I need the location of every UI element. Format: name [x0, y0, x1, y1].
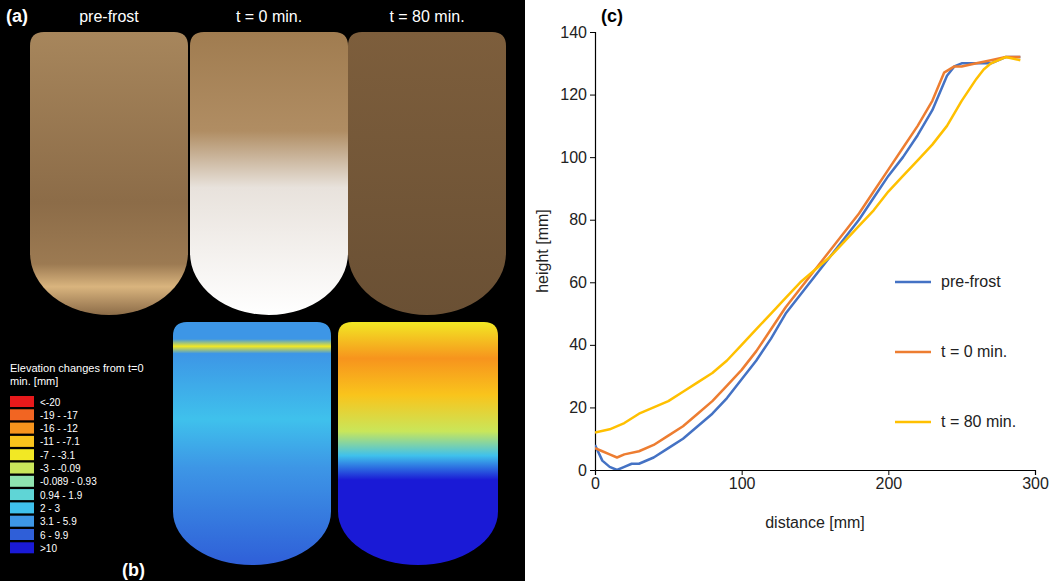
legend-swatch [10, 396, 34, 407]
tick: 40 [569, 336, 595, 353]
legend-swatch [895, 421, 931, 424]
tick: 20 [569, 399, 595, 416]
legend-label: 2 - 3 [40, 503, 60, 514]
axis-line [590, 33, 596, 471]
series-line [595, 57, 1020, 470]
tick-label: 60 [569, 274, 587, 291]
legend-label: t = 0 min. [941, 343, 1007, 360]
axis-title: height [mm] [534, 209, 551, 293]
tick-mark [590, 470, 595, 471]
tick-label: 100 [560, 149, 587, 166]
photo-background [0, 0, 525, 581]
legend-swatch [10, 529, 34, 540]
legend-swatch [10, 489, 34, 500]
legend-swatch [10, 516, 34, 527]
panel-letter: (a) [6, 6, 28, 26]
y-axis: 0 20 40 60 80 100 120 140 [560, 24, 595, 479]
tick-label: 120 [560, 86, 587, 103]
legend-title: Elevation changes from t=0min. [mm] [10, 362, 144, 387]
tick-mark [590, 157, 595, 158]
panel-title: t = 0 min. [236, 8, 302, 25]
series-line [595, 57, 1020, 432]
surface-photo [30, 32, 188, 315]
legend-swatch [895, 351, 931, 354]
tick-label: 100 [729, 475, 756, 492]
plot-lines [595, 57, 1020, 470]
axis-line [596, 471, 1036, 476]
tick-label: 140 [560, 24, 587, 41]
tick: 140 [560, 24, 595, 41]
legend-swatch [10, 449, 34, 460]
legend-label: <-20 [40, 397, 61, 408]
legend-label: -19 - -17 [40, 410, 78, 421]
legend-swatch [10, 476, 34, 487]
tick: 80 [569, 211, 595, 228]
legend-label: t = 80 min. [941, 413, 1016, 430]
tick: 0 [578, 462, 595, 479]
tick-label: 0 [578, 462, 587, 479]
axis-title: distance [mm] [765, 514, 865, 531]
legend-label: -11 - -7.1 [40, 436, 80, 447]
panel-letter: (b) [122, 560, 145, 580]
legend-label: -3 - -0.09 [40, 463, 81, 474]
tick: 120 [560, 86, 595, 103]
surface-photo [348, 32, 506, 315]
tick-label: 40 [569, 336, 587, 353]
tick-label: 300 [1022, 475, 1049, 492]
tick-label: 80 [569, 211, 587, 228]
panel-title: t = 80 min. [389, 8, 464, 25]
legend-swatch [10, 542, 34, 553]
elevation-map [338, 322, 498, 565]
tick-mark [590, 407, 595, 408]
legend-swatch [10, 463, 34, 474]
legend-label: pre-frost [941, 273, 1001, 290]
legend-swatch [10, 502, 34, 513]
tick-mark [742, 470, 743, 475]
tick-mark [590, 282, 595, 283]
legend-label: -7 - -3.1 [40, 450, 75, 461]
tick-label: 200 [875, 475, 902, 492]
legend-swatch [10, 409, 34, 420]
tick: 60 [569, 274, 595, 291]
legend-label: >10 [40, 543, 57, 554]
surface-photo [190, 32, 348, 315]
legend-label: 0.94 - 1.9 [40, 490, 83, 501]
tick-mark [590, 95, 595, 96]
x-axis: 0 100 200 300 [591, 470, 1049, 492]
tick-label: 20 [569, 399, 587, 416]
figure: (a) pre-frost t = 0 min. t = 80 min. Elevati… [0, 0, 1062, 581]
legend-swatch [895, 281, 931, 284]
tick: 100 [560, 149, 595, 166]
legend-swatch [10, 423, 34, 434]
tick-mark [590, 220, 595, 221]
tick: 100 [729, 470, 756, 492]
legend-label: -16 - -12 [40, 423, 78, 434]
panel-title: pre-frost [79, 8, 139, 25]
tick: 0 [591, 470, 600, 492]
tick-mark [888, 470, 889, 475]
tick-label: 0 [591, 475, 600, 492]
tick: 300 [1022, 470, 1049, 492]
panel-letter: (c) [601, 6, 623, 26]
legend-label: -0.089 - 0.93 [40, 476, 97, 487]
tick: 200 [875, 470, 902, 492]
tick-mark [590, 32, 595, 33]
legend-label: 3.1 - 5.9 [40, 516, 77, 527]
tick-mark [590, 345, 595, 346]
elevation-map [173, 322, 331, 565]
series-line [595, 57, 1020, 457]
legend-label: 6 - 9.9 [40, 530, 69, 541]
legend-swatch [10, 436, 34, 447]
tick-mark [1035, 470, 1036, 475]
